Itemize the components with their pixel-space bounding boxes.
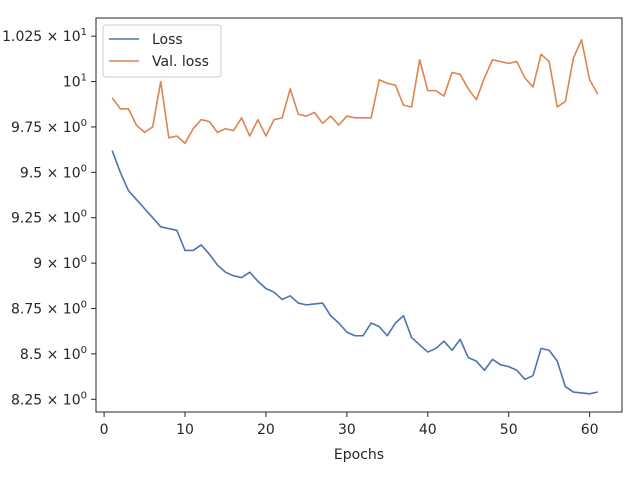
- y-tick-label: 101: [63, 73, 87, 91]
- x-axis-ticks: 0 10 20 30 40 50 60: [100, 412, 599, 438]
- x-tick-label: 10: [176, 422, 194, 438]
- y-tick-label: 9.25 × 100: [11, 209, 87, 227]
- x-tick-label: 20: [257, 422, 275, 438]
- legend-label-loss: Loss: [152, 32, 183, 48]
- plot-lines: [111, 38, 599, 395]
- y-tick-label: 8.75 × 100: [11, 300, 87, 318]
- series-line-val-loss: [111, 38, 599, 145]
- y-tick-label: 8.5 × 100: [20, 345, 87, 363]
- y-axis-ticks: 8.25 × 100 8.5 × 100 8.75 × 100 9 × 100 9.25…: [2, 27, 96, 408]
- y-tick-label: 9 × 100: [33, 254, 87, 272]
- y-tick-label: 9.5 × 100: [20, 163, 87, 181]
- y-tick-label: 8.25 × 100: [11, 390, 87, 408]
- x-axis-label: Epochs: [334, 447, 384, 463]
- legend-label-val-loss: Val. loss: [152, 54, 209, 70]
- plot-frame: [95, 17, 623, 413]
- x-tick-label: 30: [338, 422, 356, 438]
- y-tick-label: 1.025 × 101: [2, 27, 87, 45]
- legend: Loss Val. loss: [102, 24, 222, 78]
- x-tick-label: 40: [419, 422, 437, 438]
- x-tick-label: 50: [500, 422, 518, 438]
- series-line-loss: [111, 150, 598, 395]
- x-tick-label: 60: [581, 422, 599, 438]
- y-tick-label: 9.75 × 100: [11, 118, 87, 136]
- legend-box: [102, 24, 222, 78]
- x-tick-label: 0: [100, 422, 109, 438]
